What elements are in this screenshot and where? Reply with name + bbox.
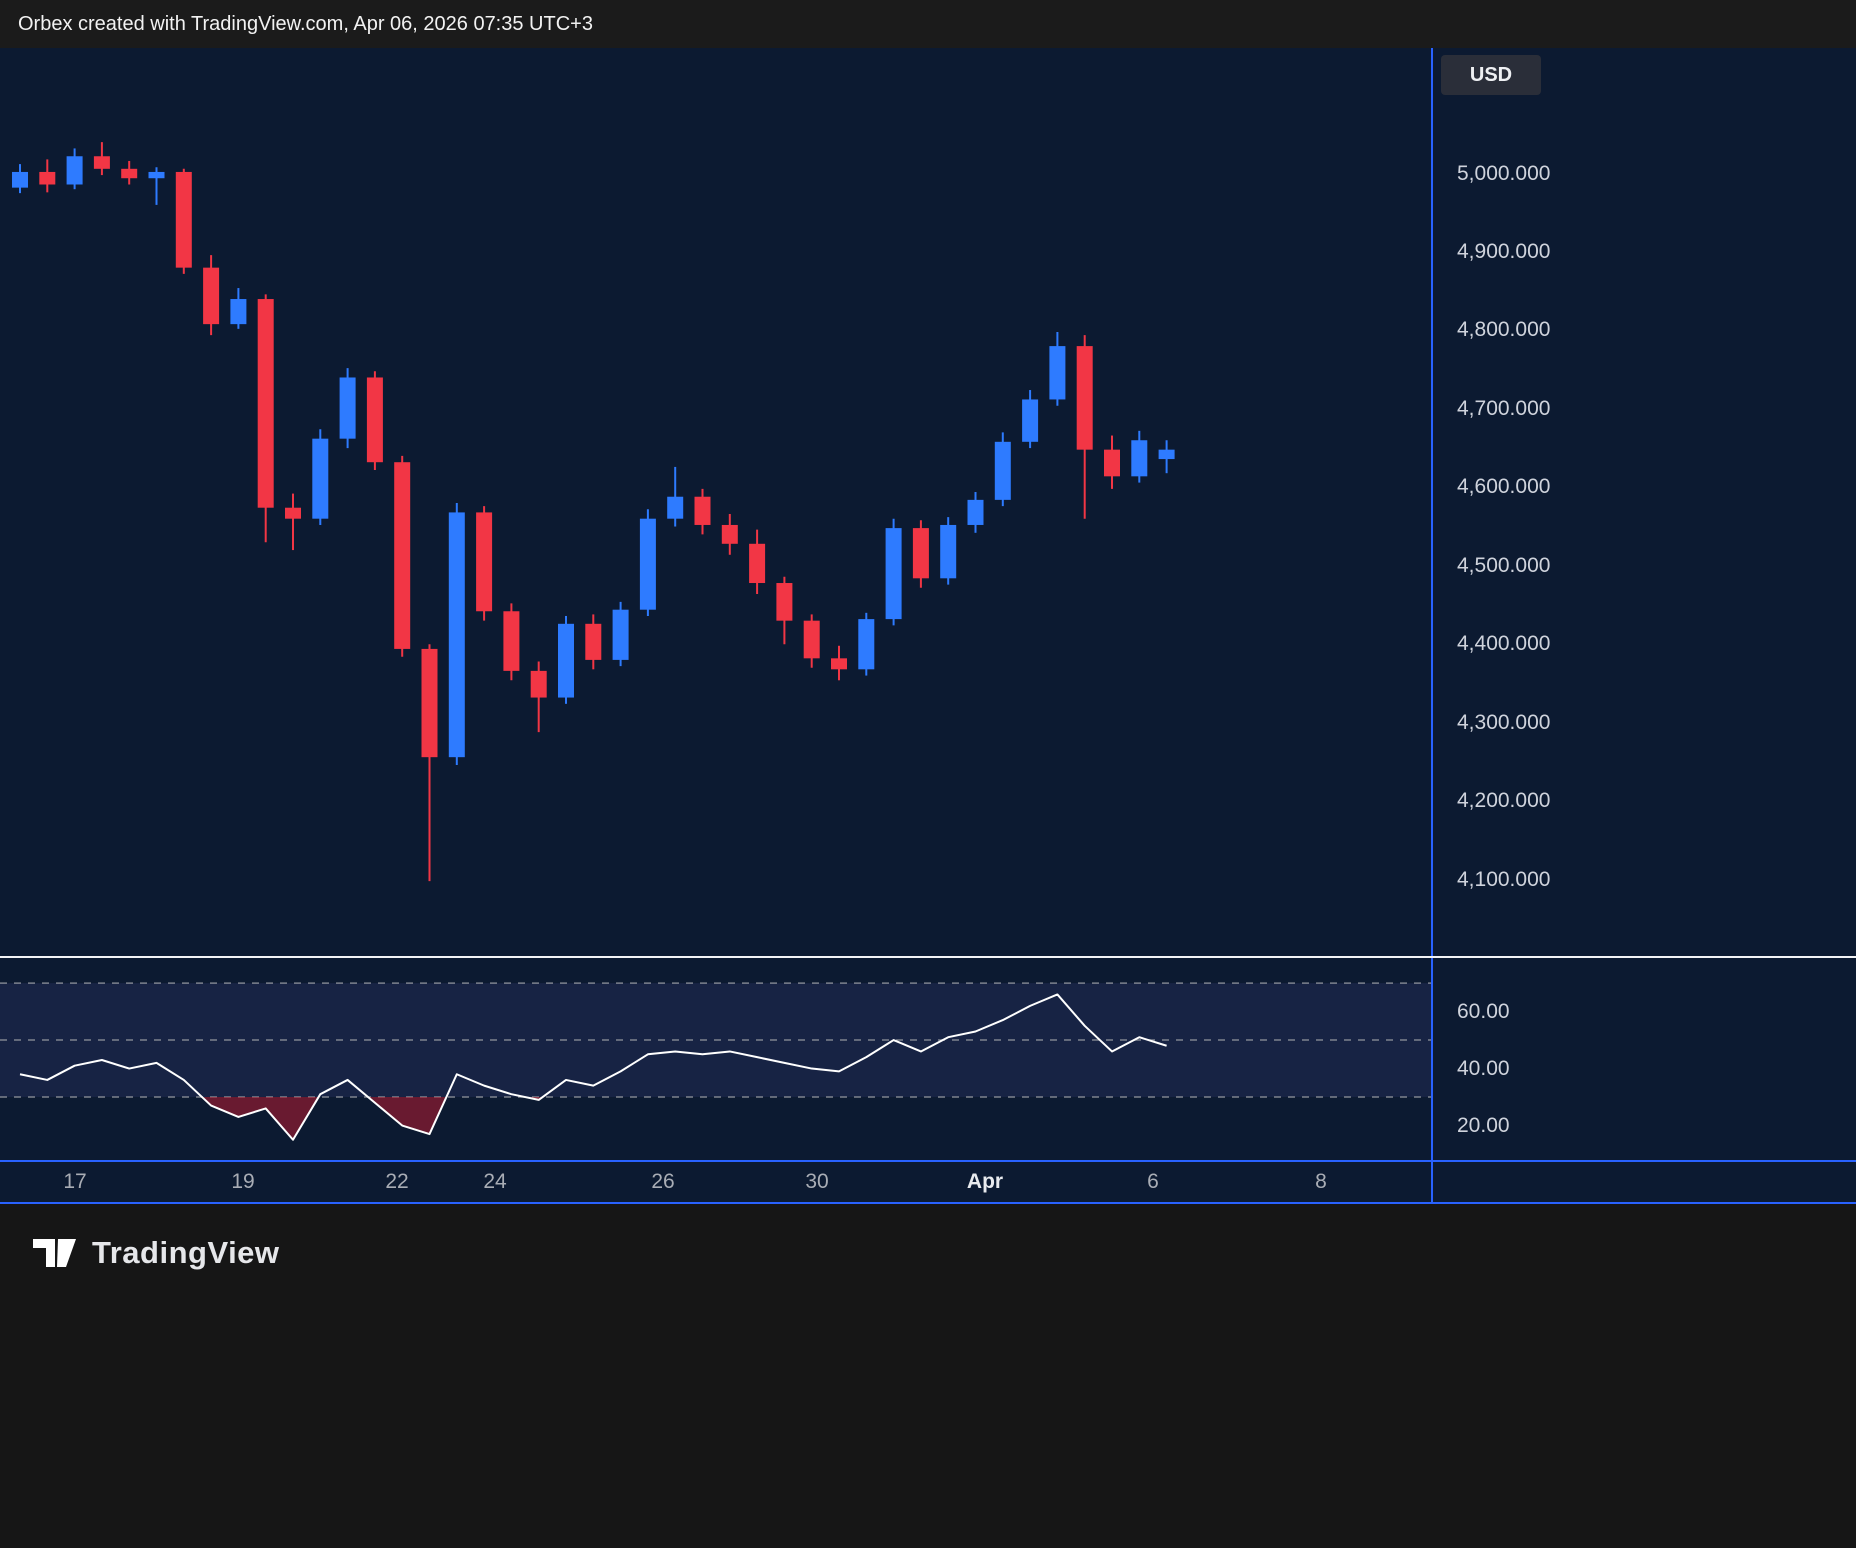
candle-body[interactable]: [749, 543, 766, 584]
time-axis-label: 26: [651, 1170, 675, 1193]
candle-body[interactable]: [1022, 399, 1039, 442]
time-axis-label: 6: [1147, 1170, 1159, 1193]
price-axis-border-line: [1431, 48, 1433, 1204]
price-axis-label: 4,100.000: [1457, 867, 1551, 891]
price-axis-label: 5,000.000: [1457, 161, 1551, 185]
candle-body[interactable]: [312, 438, 329, 519]
candle-body[interactable]: [667, 496, 684, 519]
candle-body[interactable]: [148, 171, 165, 179]
candle-body[interactable]: [694, 496, 711, 525]
candle-body[interactable]: [93, 156, 110, 169]
price-axis-label: 4,900.000: [1457, 239, 1551, 263]
candle-body[interactable]: [121, 168, 138, 179]
candle-body[interactable]: [448, 512, 465, 758]
time-axis-label: 30: [805, 1170, 829, 1193]
price-axis-label: 4,400.000: [1457, 632, 1551, 656]
price-axis-label: 4,200.000: [1457, 789, 1551, 813]
candle-body[interactable]: [366, 377, 383, 463]
candle-body[interactable]: [940, 524, 957, 579]
time-axis-top-border: [0, 1160, 1856, 1162]
candle-body[interactable]: [1076, 346, 1093, 450]
price-axis-label: 4,300.000: [1457, 710, 1551, 734]
candle-body[interactable]: [803, 620, 820, 659]
candle-body[interactable]: [203, 267, 220, 325]
rsi-line: [19, 993, 1167, 1141]
price-axis-label: 4,700.000: [1457, 396, 1551, 420]
candle-body[interactable]: [12, 171, 28, 188]
tradingview-brand-link[interactable]: TradingView: [0, 1204, 280, 1276]
pane-resize-separator[interactable]: [0, 956, 1856, 958]
candle-body[interactable]: [721, 524, 738, 544]
candle-body[interactable]: [175, 171, 192, 268]
candle-body[interactable]: [831, 658, 847, 670]
candle-body[interactable]: [994, 441, 1011, 500]
candle-body[interactable]: [257, 299, 274, 508]
rsi-axis-label: 40.00: [1457, 1056, 1510, 1080]
price-axis-label: 4,500.000: [1457, 553, 1551, 577]
time-axis[interactable]: 17 19 22 24 26 30 Apr 6 8: [0, 1162, 1432, 1202]
time-axis-label: 19: [231, 1170, 255, 1193]
candlestick-pane[interactable]: [0, 48, 1432, 958]
currency-badge[interactable]: USD: [1441, 55, 1541, 95]
candle-body[interactable]: [421, 648, 438, 758]
candle-body[interactable]: [476, 512, 493, 612]
candle-body[interactable]: [66, 156, 83, 185]
tradingview-brand-text: TradingView: [92, 1235, 280, 1270]
rsi-axis-label: 20.00: [1457, 1113, 1510, 1137]
chart-area[interactable]: 17 19 22 24 26 30 Apr 6 8 USD 5,000.000 4,900.000…: [0, 48, 1856, 1204]
time-axis-label: 24: [483, 1170, 507, 1193]
time-axis-label: 8: [1315, 1170, 1327, 1193]
candle-body[interactable]: [230, 299, 247, 325]
candle-body[interactable]: [612, 609, 629, 660]
price-axis-label: 4,600.000: [1457, 475, 1551, 499]
footer-bar: TradingView: [0, 1204, 1856, 1548]
candle-body[interactable]: [503, 611, 520, 671]
candle-body[interactable]: [1104, 449, 1120, 477]
chart-title: Orbex created with TradingView.com, Apr …: [18, 13, 593, 35]
candle-body[interactable]: [558, 623, 574, 698]
candle-body[interactable]: [339, 377, 356, 439]
rsi-axis-label: 60.00: [1457, 999, 1510, 1023]
rsi-oversold-fill: [201, 1097, 543, 1140]
price-axis[interactable]: USD 5,000.000 4,900.000 4,800.000 4,700.000…: [1433, 48, 1856, 1204]
candle-body[interactable]: [285, 507, 301, 519]
candle-body[interactable]: [967, 499, 984, 525]
candle-body[interactable]: [1049, 346, 1066, 400]
candle-body[interactable]: [1158, 449, 1175, 460]
tradingview-logo-icon: [33, 1239, 76, 1267]
price-axis-label: 4,800.000: [1457, 318, 1551, 342]
time-axis-label: Apr: [966, 1170, 1004, 1193]
candle-body[interactable]: [585, 623, 602, 660]
candle-body[interactable]: [885, 528, 902, 620]
chart-header-bar: Orbex created with TradingView.com, Apr …: [0, 0, 1856, 48]
candle-body[interactable]: [39, 171, 56, 185]
candle-body[interactable]: [1131, 440, 1148, 477]
time-axis-bottom-border: [0, 1202, 1856, 1204]
rsi-indicator-pane[interactable]: [0, 958, 1432, 1160]
candle-body[interactable]: [530, 670, 547, 698]
candle-body[interactable]: [912, 528, 929, 579]
time-axis-label: 22: [385, 1170, 409, 1193]
candle-body[interactable]: [394, 462, 411, 649]
candle-body[interactable]: [858, 619, 875, 670]
candle-body[interactable]: [639, 518, 656, 610]
time-axis-label: 17: [63, 1170, 87, 1193]
candle-body[interactable]: [776, 583, 793, 621]
